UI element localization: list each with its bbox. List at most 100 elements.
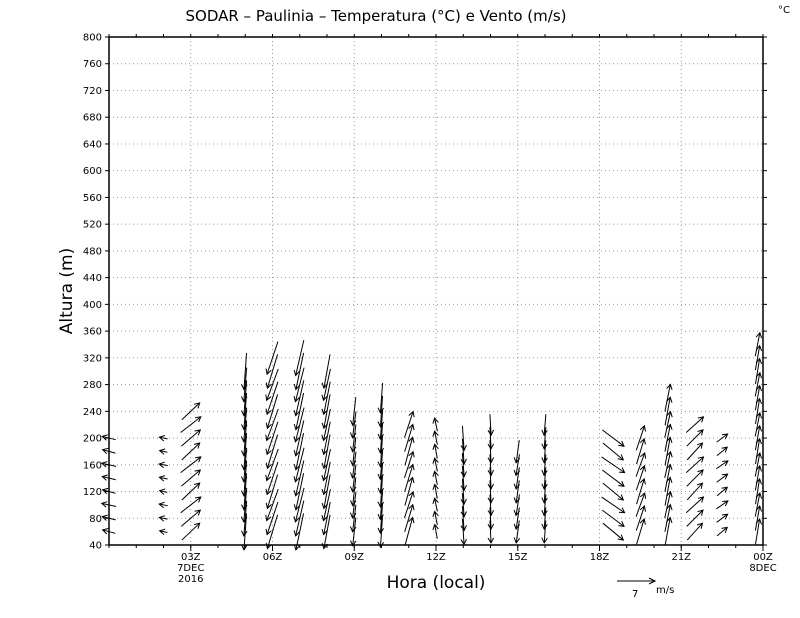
wind-vector [601, 496, 626, 514]
wind-vector [460, 478, 467, 506]
wind-vector [686, 429, 704, 447]
wind-vector-shaft [323, 514, 331, 549]
wind-vector [321, 434, 331, 470]
wind-vector [180, 456, 202, 474]
wind-vector-shaft [515, 494, 520, 516]
wind-vector-head [513, 497, 521, 504]
wind-vector-shaft [295, 460, 305, 496]
wind-vector-shaft [243, 513, 248, 550]
wind-vector-head [460, 498, 467, 506]
wind-vector-shaft [716, 527, 728, 537]
y-tick-label: 360 [83, 327, 102, 338]
wind-vector-shaft [635, 465, 645, 491]
wind-vector-shaft [686, 429, 704, 447]
wind-vector-shaft [295, 500, 305, 537]
wind-vector-shaft [685, 496, 704, 514]
wind-vector-shaft [404, 517, 414, 546]
wind-vector-shaft [686, 522, 703, 541]
wind-vector-head [293, 395, 300, 403]
wind-vector [487, 454, 495, 477]
wind-vector-head [377, 527, 385, 535]
wind-vector-head [293, 490, 300, 497]
x-tick-label: 06Z [263, 552, 283, 563]
wind-vector-shaft [664, 477, 671, 506]
wind-vector-head [293, 450, 300, 457]
x-date-label: 8DEC [749, 563, 776, 574]
wind-vector-head [755, 331, 763, 339]
wind-vector-head [721, 526, 728, 533]
wind-vector-head [755, 384, 763, 392]
y-tick-label: 440 [83, 273, 102, 284]
wind-vector-head [193, 482, 201, 489]
wind-vector [513, 480, 521, 504]
wind-vector [487, 427, 495, 450]
wind-vector-head [408, 410, 415, 418]
wind-vector [432, 510, 439, 526]
wind-vector-head [722, 460, 729, 467]
wind-vector-head [618, 467, 626, 474]
wind-vector [158, 501, 168, 509]
wind-vector [513, 467, 520, 491]
wind-vector-head [321, 448, 328, 456]
wind-vector-head [195, 496, 202, 503]
wind-vector [349, 451, 357, 479]
wind-vector [685, 496, 705, 514]
wind-vector [180, 509, 202, 527]
wind-vector-shaft [180, 469, 201, 487]
wind-vector-head [100, 501, 108, 508]
wind-vector [754, 464, 763, 491]
y-tick-label: 80 [89, 514, 102, 525]
wind-vector-head [265, 488, 272, 496]
y-tick-label: 800 [83, 33, 102, 44]
y-tick-label: 400 [83, 300, 102, 311]
wind-vector-shaft [489, 467, 492, 490]
wind-vector-shaft [754, 465, 761, 491]
wind-vector [265, 461, 279, 496]
wind-vector [240, 447, 248, 483]
wind-vector [664, 450, 673, 478]
wind-vector-head [265, 422, 272, 430]
wind-vector-head [541, 483, 548, 491]
wind-vector [754, 451, 763, 477]
wind-vector-shaft [266, 514, 279, 549]
wind-vector [664, 396, 673, 426]
wind-vector-shaft [754, 425, 761, 451]
wind-vector-head [721, 486, 728, 493]
wind-vector-head [377, 487, 385, 495]
wind-vector [664, 436, 673, 466]
wind-vector [240, 367, 248, 403]
wind-vector [635, 464, 646, 491]
x-tick-label: 18Z [590, 552, 610, 563]
wind-vector-head [265, 394, 272, 402]
wind-vector-head [721, 473, 729, 480]
wind-vector-head [541, 523, 548, 531]
wind-vector-shaft [515, 480, 520, 503]
wind-vector [487, 520, 495, 544]
wind-vector [377, 382, 385, 414]
wind-vector [601, 509, 625, 528]
wind-vector-head [265, 448, 272, 456]
wind-vector [716, 486, 728, 497]
wind-vector-shaft [602, 442, 624, 461]
wind-vector [601, 429, 625, 447]
wind-vector-shaft [686, 442, 703, 461]
wind-vector-head [639, 424, 646, 432]
wind-vector-head [432, 443, 439, 450]
wind-vector-shaft [352, 397, 357, 426]
wind-vector-head [639, 518, 646, 525]
wind-vector-head [697, 456, 705, 463]
wind-vector-head [408, 476, 415, 484]
wind-vector-head [432, 417, 439, 424]
wind-vector-shaft [243, 473, 248, 510]
wind-vector [349, 504, 357, 533]
wind-vector-shaft [181, 482, 201, 501]
wind-vector [685, 416, 705, 433]
wind-vector [460, 425, 467, 452]
wind-vector-head [487, 523, 495, 531]
wind-vector [664, 383, 673, 412]
wind-vector [321, 421, 331, 456]
wind-vector-shaft [602, 522, 624, 541]
wind-vector-shaft [636, 478, 645, 505]
wind-vector-head [265, 408, 272, 416]
